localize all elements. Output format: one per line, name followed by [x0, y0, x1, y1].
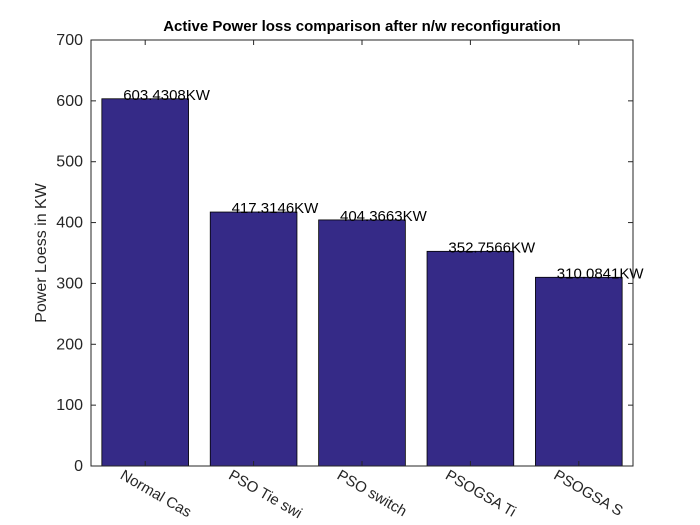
value-label: 352.7566KW	[448, 239, 536, 256]
y-tick-label: 200	[56, 336, 83, 353]
y-tick-label: 0	[74, 458, 83, 475]
bar	[535, 276, 623, 467]
y-tick-label: 600	[56, 93, 83, 110]
bar	[318, 219, 406, 467]
value-label: 603.4308KW	[123, 87, 211, 104]
y-tick-label: 500	[56, 154, 83, 171]
bar	[101, 98, 189, 467]
y-tick-label: 700	[56, 32, 83, 49]
y-tick-label: 100	[56, 397, 83, 414]
bar	[209, 211, 298, 467]
value-label: 417.3146KW	[232, 200, 320, 217]
value-label: 404.3663KW	[340, 208, 428, 225]
bar	[426, 250, 515, 467]
y-tick-label: 400	[56, 215, 83, 232]
value-label: 310.0841KW	[557, 265, 645, 282]
y-tick-label: 300	[56, 275, 83, 292]
plot-frame	[90, 39, 634, 467]
chart-title: Active Power loss comparison after n/w r…	[163, 18, 561, 35]
y-axis-label: Power Loess in KW	[33, 182, 50, 323]
